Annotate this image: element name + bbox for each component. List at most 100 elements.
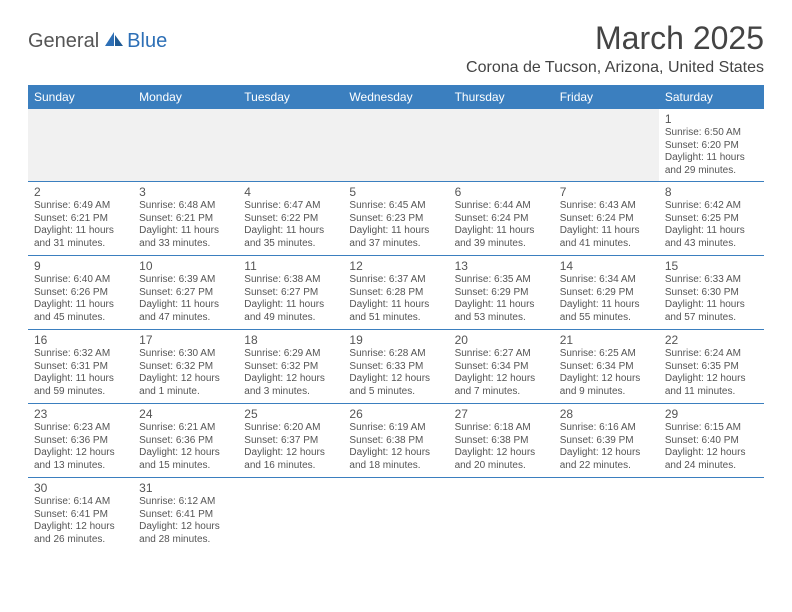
sunrise-text: Sunrise: 6:49 AM (34, 200, 127, 213)
sunset-text: Sunset: 6:21 PM (34, 213, 127, 226)
sunset-text: Sunset: 6:24 PM (560, 213, 653, 226)
daylight-text: Daylight: 12 hours and 28 minutes. (139, 521, 232, 546)
day-info: Sunrise: 6:38 AMSunset: 6:27 PMDaylight:… (244, 274, 337, 324)
day-info: Sunrise: 6:14 AMSunset: 6:41 PMDaylight:… (34, 496, 127, 546)
calendar-cell: 17Sunrise: 6:30 AMSunset: 6:32 PMDayligh… (133, 330, 238, 404)
day-info: Sunrise: 6:50 AMSunset: 6:20 PMDaylight:… (665, 127, 758, 177)
sunset-text: Sunset: 6:32 PM (139, 361, 232, 374)
daylight-text: Daylight: 11 hours and 41 minutes. (560, 225, 653, 250)
day-info: Sunrise: 6:28 AMSunset: 6:33 PMDaylight:… (349, 348, 442, 398)
day-info: Sunrise: 6:23 AMSunset: 6:36 PMDaylight:… (34, 422, 127, 472)
sunset-text: Sunset: 6:29 PM (455, 287, 548, 300)
location-text: Corona de Tucson, Arizona, United States (466, 59, 764, 77)
daylight-text: Daylight: 11 hours and 37 minutes. (349, 225, 442, 250)
day-header: Sunday (28, 85, 133, 109)
calendar-cell: 19Sunrise: 6:28 AMSunset: 6:33 PMDayligh… (343, 330, 448, 404)
calendar-cell: 29Sunrise: 6:15 AMSunset: 6:40 PMDayligh… (659, 404, 764, 478)
calendar-cell: 20Sunrise: 6:27 AMSunset: 6:34 PMDayligh… (449, 330, 554, 404)
calendar-cell: 5Sunrise: 6:45 AMSunset: 6:23 PMDaylight… (343, 182, 448, 256)
calendar-cell: 11Sunrise: 6:38 AMSunset: 6:27 PMDayligh… (238, 256, 343, 330)
calendar-row: 2Sunrise: 6:49 AMSunset: 6:21 PMDaylight… (28, 182, 764, 256)
day-number: 1 (665, 112, 758, 126)
day-info: Sunrise: 6:33 AMSunset: 6:30 PMDaylight:… (665, 274, 758, 324)
calendar-cell: 7Sunrise: 6:43 AMSunset: 6:24 PMDaylight… (554, 182, 659, 256)
day-number: 19 (349, 333, 442, 347)
calendar-cell: 26Sunrise: 6:19 AMSunset: 6:38 PMDayligh… (343, 404, 448, 478)
daylight-text: Daylight: 11 hours and 33 minutes. (139, 225, 232, 250)
calendar-cell: 30Sunrise: 6:14 AMSunset: 6:41 PMDayligh… (28, 478, 133, 552)
calendar-row: 9Sunrise: 6:40 AMSunset: 6:26 PMDaylight… (28, 256, 764, 330)
day-number: 11 (244, 259, 337, 273)
day-number: 7 (560, 185, 653, 199)
day-info: Sunrise: 6:43 AMSunset: 6:24 PMDaylight:… (560, 200, 653, 250)
sunset-text: Sunset: 6:27 PM (139, 287, 232, 300)
sunrise-text: Sunrise: 6:20 AM (244, 422, 337, 435)
sunset-text: Sunset: 6:41 PM (139, 509, 232, 522)
sunrise-text: Sunrise: 6:48 AM (139, 200, 232, 213)
daylight-text: Daylight: 11 hours and 55 minutes. (560, 299, 653, 324)
sunrise-text: Sunrise: 6:37 AM (349, 274, 442, 287)
sunrise-text: Sunrise: 6:16 AM (560, 422, 653, 435)
day-info: Sunrise: 6:27 AMSunset: 6:34 PMDaylight:… (455, 348, 548, 398)
day-info: Sunrise: 6:45 AMSunset: 6:23 PMDaylight:… (349, 200, 442, 250)
calendar-cell (554, 109, 659, 182)
sunset-text: Sunset: 6:23 PM (349, 213, 442, 226)
day-number: 25 (244, 407, 337, 421)
daylight-text: Daylight: 11 hours and 47 minutes. (139, 299, 232, 324)
day-info: Sunrise: 6:16 AMSunset: 6:39 PMDaylight:… (560, 422, 653, 472)
sunset-text: Sunset: 6:38 PM (349, 435, 442, 448)
sunrise-text: Sunrise: 6:43 AM (560, 200, 653, 213)
day-number: 18 (244, 333, 337, 347)
logo-text-blue: Blue (127, 30, 167, 53)
sunset-text: Sunset: 6:20 PM (665, 140, 758, 153)
day-number: 30 (34, 481, 127, 495)
daylight-text: Daylight: 11 hours and 53 minutes. (455, 299, 548, 324)
calendar-cell (133, 109, 238, 182)
calendar-cell: 23Sunrise: 6:23 AMSunset: 6:36 PMDayligh… (28, 404, 133, 478)
day-header: Monday (133, 85, 238, 109)
sunrise-text: Sunrise: 6:42 AM (665, 200, 758, 213)
day-number: 31 (139, 481, 232, 495)
sunrise-text: Sunrise: 6:33 AM (665, 274, 758, 287)
day-number: 3 (139, 185, 232, 199)
sunset-text: Sunset: 6:34 PM (455, 361, 548, 374)
daylight-text: Daylight: 12 hours and 9 minutes. (560, 373, 653, 398)
daylight-text: Daylight: 12 hours and 13 minutes. (34, 447, 127, 472)
sunrise-text: Sunrise: 6:50 AM (665, 127, 758, 140)
sunset-text: Sunset: 6:22 PM (244, 213, 337, 226)
day-header-row: Sunday Monday Tuesday Wednesday Thursday… (28, 85, 764, 109)
logo: General Blue (28, 30, 167, 53)
sunrise-text: Sunrise: 6:32 AM (34, 348, 127, 361)
daylight-text: Daylight: 12 hours and 15 minutes. (139, 447, 232, 472)
sunrise-text: Sunrise: 6:15 AM (665, 422, 758, 435)
calendar-cell: 21Sunrise: 6:25 AMSunset: 6:34 PMDayligh… (554, 330, 659, 404)
sunset-text: Sunset: 6:25 PM (665, 213, 758, 226)
sunrise-text: Sunrise: 6:35 AM (455, 274, 548, 287)
daylight-text: Daylight: 11 hours and 51 minutes. (349, 299, 442, 324)
daylight-text: Daylight: 11 hours and 39 minutes. (455, 225, 548, 250)
sunset-text: Sunset: 6:24 PM (455, 213, 548, 226)
daylight-text: Daylight: 11 hours and 49 minutes. (244, 299, 337, 324)
month-title: March 2025 (466, 20, 764, 57)
daylight-text: Daylight: 12 hours and 26 minutes. (34, 521, 127, 546)
daylight-text: Daylight: 11 hours and 57 minutes. (665, 299, 758, 324)
daylight-text: Daylight: 11 hours and 29 minutes. (665, 152, 758, 177)
sunrise-text: Sunrise: 6:19 AM (349, 422, 442, 435)
day-info: Sunrise: 6:30 AMSunset: 6:32 PMDaylight:… (139, 348, 232, 398)
day-info: Sunrise: 6:40 AMSunset: 6:26 PMDaylight:… (34, 274, 127, 324)
day-header: Tuesday (238, 85, 343, 109)
daylight-text: Daylight: 11 hours and 31 minutes. (34, 225, 127, 250)
calendar-cell: 13Sunrise: 6:35 AMSunset: 6:29 PMDayligh… (449, 256, 554, 330)
day-number: 23 (34, 407, 127, 421)
day-number: 29 (665, 407, 758, 421)
calendar-cell: 22Sunrise: 6:24 AMSunset: 6:35 PMDayligh… (659, 330, 764, 404)
daylight-text: Daylight: 12 hours and 5 minutes. (349, 373, 442, 398)
day-info: Sunrise: 6:49 AMSunset: 6:21 PMDaylight:… (34, 200, 127, 250)
day-info: Sunrise: 6:32 AMSunset: 6:31 PMDaylight:… (34, 348, 127, 398)
day-info: Sunrise: 6:37 AMSunset: 6:28 PMDaylight:… (349, 274, 442, 324)
sunset-text: Sunset: 6:38 PM (455, 435, 548, 448)
sunset-text: Sunset: 6:39 PM (560, 435, 653, 448)
day-info: Sunrise: 6:24 AMSunset: 6:35 PMDaylight:… (665, 348, 758, 398)
daylight-text: Daylight: 12 hours and 24 minutes. (665, 447, 758, 472)
header: General Blue March 2025 Corona de Tucson… (28, 20, 764, 77)
